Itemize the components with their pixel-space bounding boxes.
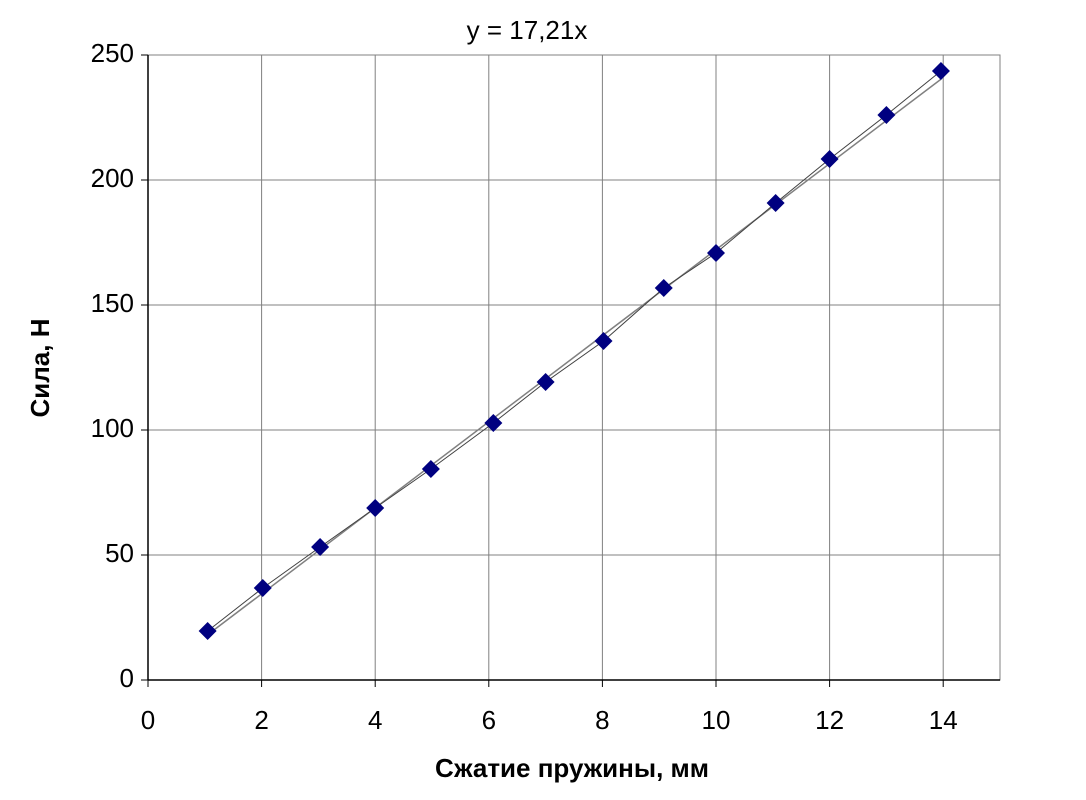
data-point [594, 332, 613, 350]
y-tick-label: 0 [120, 663, 134, 693]
plot-frame [147, 54, 1001, 681]
data-point [707, 244, 725, 262]
x-tick-label: 2 [254, 705, 268, 735]
y-tick-label: 200 [91, 163, 134, 193]
x-tick-label: 10 [702, 705, 731, 735]
data-point [766, 194, 785, 212]
data-point [484, 414, 503, 432]
x-tick-label: 12 [815, 705, 844, 735]
data-point [311, 538, 330, 556]
data-point [654, 279, 673, 297]
x-axis-label: Сжатие пружины, мм [435, 753, 709, 783]
y-tick-label: 250 [91, 38, 134, 68]
x-tick-label: 0 [141, 705, 155, 735]
x-tick-label: 4 [368, 705, 382, 735]
trendline [207, 78, 942, 636]
data-point [877, 106, 896, 124]
y-tick-label: 150 [91, 288, 134, 318]
x-tick-label: 8 [595, 705, 609, 735]
data-point [421, 460, 440, 478]
x-tick-label: 14 [929, 705, 958, 735]
data-point [198, 622, 217, 640]
y-axis-label: Сила, Н [25, 319, 55, 418]
y-tick-label: 100 [91, 413, 134, 443]
data-line [207, 70, 942, 632]
data-point [253, 579, 272, 597]
data-point [536, 373, 555, 391]
y-tick-label: 50 [105, 538, 134, 568]
data-point [820, 150, 839, 168]
x-tick-label: 6 [482, 705, 496, 735]
data-point [931, 62, 950, 80]
chart-title: y = 17,21x [467, 15, 588, 45]
data-point [366, 499, 385, 517]
